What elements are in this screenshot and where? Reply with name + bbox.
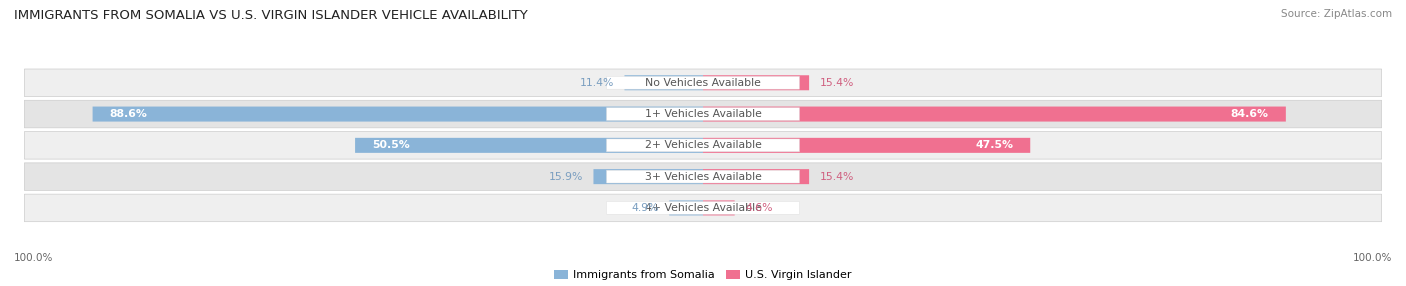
Legend: Immigrants from Somalia, U.S. Virgin Islander: Immigrants from Somalia, U.S. Virgin Isl… xyxy=(554,270,852,280)
FancyBboxPatch shape xyxy=(669,200,703,215)
FancyBboxPatch shape xyxy=(24,194,1382,222)
Text: 4.9%: 4.9% xyxy=(631,203,659,213)
FancyBboxPatch shape xyxy=(24,163,1382,190)
FancyBboxPatch shape xyxy=(703,107,1286,122)
Text: IMMIGRANTS FROM SOMALIA VS U.S. VIRGIN ISLANDER VEHICLE AVAILABILITY: IMMIGRANTS FROM SOMALIA VS U.S. VIRGIN I… xyxy=(14,9,527,21)
FancyBboxPatch shape xyxy=(593,169,703,184)
Text: 100.0%: 100.0% xyxy=(14,253,53,263)
FancyBboxPatch shape xyxy=(606,76,800,89)
Text: Source: ZipAtlas.com: Source: ZipAtlas.com xyxy=(1281,9,1392,19)
Text: 4.6%: 4.6% xyxy=(745,203,772,213)
Text: 50.5%: 50.5% xyxy=(373,140,411,150)
Text: 88.6%: 88.6% xyxy=(110,109,148,119)
FancyBboxPatch shape xyxy=(606,170,800,183)
FancyBboxPatch shape xyxy=(624,75,703,90)
FancyBboxPatch shape xyxy=(24,100,1382,128)
Text: 15.4%: 15.4% xyxy=(820,172,853,182)
FancyBboxPatch shape xyxy=(356,138,703,153)
Text: 47.5%: 47.5% xyxy=(974,140,1012,150)
Text: 3+ Vehicles Available: 3+ Vehicles Available xyxy=(644,172,762,182)
FancyBboxPatch shape xyxy=(24,69,1382,97)
FancyBboxPatch shape xyxy=(703,169,808,184)
FancyBboxPatch shape xyxy=(606,108,800,120)
FancyBboxPatch shape xyxy=(606,202,800,214)
FancyBboxPatch shape xyxy=(93,107,703,122)
Text: No Vehicles Available: No Vehicles Available xyxy=(645,78,761,88)
Text: 84.6%: 84.6% xyxy=(1230,109,1268,119)
Text: 1+ Vehicles Available: 1+ Vehicles Available xyxy=(644,109,762,119)
Text: 2+ Vehicles Available: 2+ Vehicles Available xyxy=(644,140,762,150)
FancyBboxPatch shape xyxy=(24,132,1382,159)
FancyBboxPatch shape xyxy=(703,138,1031,153)
Text: 11.4%: 11.4% xyxy=(579,78,614,88)
FancyBboxPatch shape xyxy=(703,75,808,90)
FancyBboxPatch shape xyxy=(703,200,735,215)
Text: 4+ Vehicles Available: 4+ Vehicles Available xyxy=(644,203,762,213)
FancyBboxPatch shape xyxy=(606,139,800,152)
Text: 15.4%: 15.4% xyxy=(820,78,853,88)
Text: 100.0%: 100.0% xyxy=(1353,253,1392,263)
Text: 15.9%: 15.9% xyxy=(548,172,583,182)
